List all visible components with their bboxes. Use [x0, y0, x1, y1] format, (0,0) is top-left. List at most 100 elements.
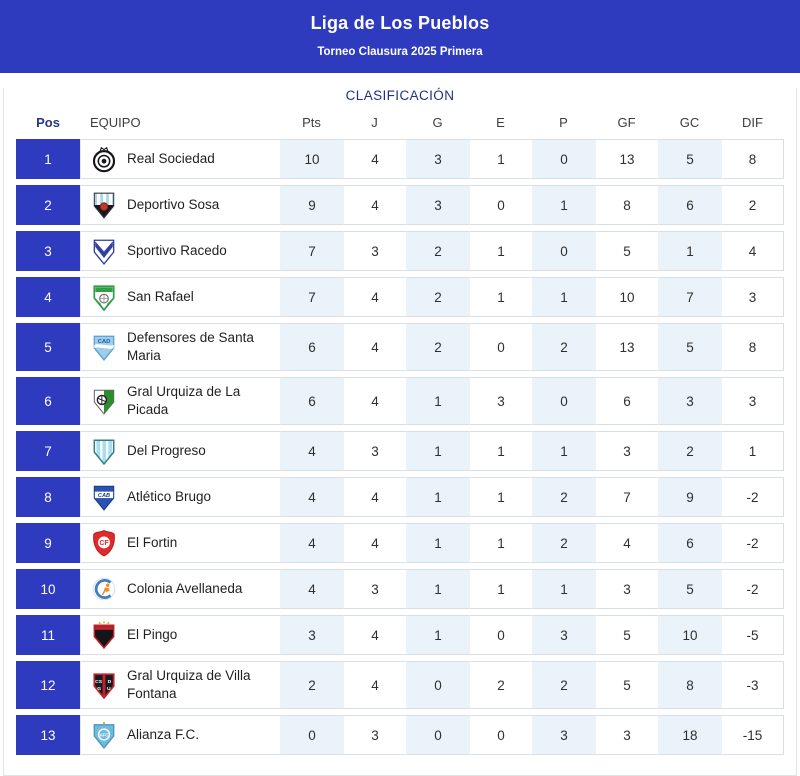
team-name: Gral Urquiza de Villa Fontana: [127, 668, 251, 701]
team-name: Defensores de Santa Maria: [127, 330, 254, 363]
position-badge: 12: [16, 661, 80, 709]
position-badge: 4: [16, 277, 80, 317]
cell-g: 1: [406, 431, 469, 471]
crest-gral-urquiza-la-picada-icon: [91, 387, 117, 415]
cell-gf: 6: [595, 377, 658, 425]
team-name: San Rafael: [127, 289, 194, 304]
column-header-p: P: [559, 115, 568, 130]
cell-p: 2: [532, 661, 595, 709]
table-header-row: Pos EQUIPO Pts J G E P GF GC DIF: [16, 113, 784, 133]
column-header-e: E: [496, 115, 505, 130]
cell-gf: 8: [595, 185, 658, 225]
team-name: Real Sociedad: [127, 151, 215, 166]
cell-p: 1: [532, 277, 595, 317]
cell-g: 3: [406, 139, 469, 179]
cell-pts: 6: [280, 377, 343, 425]
cell-j: 4: [343, 523, 406, 563]
table-row: 3 Sportivo Racedo 7 3 2 1 0 5 1 4: [16, 231, 784, 271]
cell-e: 1: [469, 477, 532, 517]
team-name: Alianza F.C.: [127, 727, 200, 742]
standings-table: Pos EQUIPO Pts J G E P GF GC DIF 1: [16, 107, 784, 761]
cell-e: 2: [469, 661, 532, 709]
cell-dif: -3: [721, 661, 784, 709]
cell-p: 2: [532, 523, 595, 563]
cell-pts: 10: [280, 139, 343, 179]
cell-gc: 5: [658, 323, 721, 371]
cell-p: 0: [532, 377, 595, 425]
crest-sportivo-racedo-icon: [91, 237, 117, 265]
cell-j: 4: [343, 185, 406, 225]
cell-dif: -15: [721, 715, 784, 755]
cell-pts: 3: [280, 615, 343, 655]
cell-gf: 5: [595, 231, 658, 271]
table-row: 9 CF El Fortin 4 4 1 1 2 4 6: [16, 523, 784, 563]
cell-pts: 2: [280, 661, 343, 709]
cell-dif: -2: [721, 477, 784, 517]
cell-gf: 5: [595, 661, 658, 709]
cell-e: 0: [469, 715, 532, 755]
cell-g: 1: [406, 569, 469, 609]
team-name: El Pingo: [127, 627, 178, 642]
crest-el-pingo-icon: [91, 621, 117, 649]
cell-e: 1: [469, 277, 532, 317]
table-row: 10 Colonia Avellaneda 4 3 1: [16, 569, 784, 609]
team-name: Sportivo Racedo: [127, 243, 227, 258]
cell-pts: 0: [280, 715, 343, 755]
cell-dif: 4: [721, 231, 784, 271]
column-header-gf: GF: [617, 115, 636, 130]
table-row: 12 CS D G U Gral Urquiza de Villa Fontan…: [16, 661, 784, 709]
crest-defensores-santa-maria-icon: CAD: [91, 333, 117, 361]
cell-dif: -2: [721, 569, 784, 609]
cell-gf: 10: [595, 277, 658, 317]
cell-gc: 1: [658, 231, 721, 271]
cell-j: 4: [343, 377, 406, 425]
svg-text:D: D: [108, 679, 112, 685]
cell-j: 3: [343, 569, 406, 609]
cell-e: 1: [469, 569, 532, 609]
cell-pts: 7: [280, 231, 343, 271]
cell-g: 1: [406, 615, 469, 655]
cell-g: 1: [406, 523, 469, 563]
cell-p: 0: [532, 231, 595, 271]
cell-j: 4: [343, 615, 406, 655]
cell-e: 0: [469, 323, 532, 371]
table-row: 8 CAB Atlético Brugo 4 4 1 1 2 7 9: [16, 477, 784, 517]
cell-dif: 1: [721, 431, 784, 471]
cell-gf: 3: [595, 431, 658, 471]
cell-pts: 4: [280, 431, 343, 471]
cell-gf: 4: [595, 523, 658, 563]
team-name: Atlético Brugo: [127, 489, 212, 504]
cell-j: 4: [343, 477, 406, 517]
cell-e: 1: [469, 139, 532, 179]
cell-gf: 3: [595, 715, 658, 755]
table-row: 2 Deportivo Sosa: [16, 185, 784, 225]
page-subtitle: Torneo Clausura 2025 Primera: [317, 46, 483, 58]
cell-p: 1: [532, 185, 595, 225]
cell-j: 3: [343, 715, 406, 755]
column-header-dif: DIF: [742, 115, 763, 130]
cell-p: 2: [532, 477, 595, 517]
column-header-gc: GC: [679, 115, 700, 130]
cell-gc: 6: [658, 523, 721, 563]
cell-e: 0: [469, 185, 532, 225]
cell-p: 3: [532, 715, 595, 755]
league-header: Liga de Los Pueblos Torneo Clausura 2025…: [0, 0, 800, 73]
cell-gc: 18: [658, 715, 721, 755]
position-badge: 1: [16, 139, 80, 179]
svg-text:CAD: CAD: [98, 339, 112, 345]
svg-text:CS: CS: [95, 679, 103, 685]
crest-deportivo-sosa-icon: [91, 191, 117, 219]
cell-j: 3: [343, 231, 406, 271]
cell-gf: 5: [595, 615, 658, 655]
table-row: 1 Real Sociedad 10 4 3 1 0: [16, 139, 784, 179]
cell-j: 4: [343, 661, 406, 709]
position-badge: 7: [16, 431, 80, 471]
crest-san-rafael-icon: [91, 283, 117, 311]
crest-del-progreso-icon: [91, 437, 117, 465]
cell-gc: 8: [658, 661, 721, 709]
cell-dif: 2: [721, 185, 784, 225]
table-row: 7 Del Progreso: [16, 431, 784, 471]
crest-el-fortin-icon: CF: [91, 529, 117, 557]
cell-pts: 6: [280, 323, 343, 371]
cell-gc: 2: [658, 431, 721, 471]
